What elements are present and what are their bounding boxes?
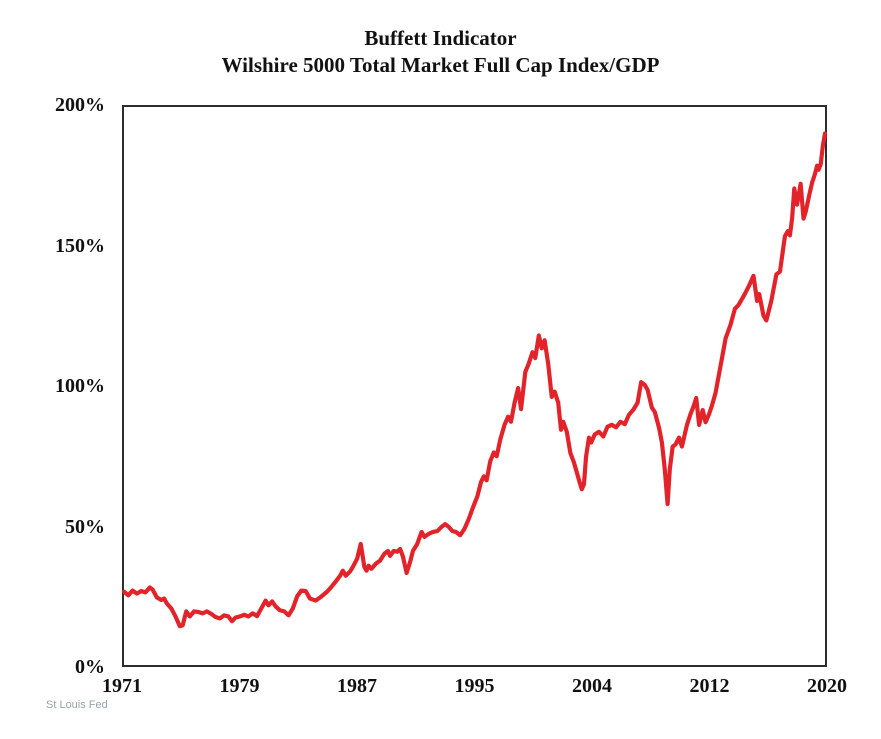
chart-subtitle: Wilshire 5000 Total Market Full Cap Inde… xyxy=(221,53,660,77)
x-tick-label-2004: 2004 xyxy=(572,675,612,697)
x-tick-label-2012: 2012 xyxy=(689,675,730,697)
y-tick-label-200: 200% xyxy=(55,94,105,116)
y-tick-label-150: 150% xyxy=(55,234,105,257)
plot-area xyxy=(121,105,828,667)
x-tick-label-1987: 1987 xyxy=(337,675,377,697)
chart-title: Buffett Indicator xyxy=(364,26,517,50)
x-tick-label-2020: 2020 xyxy=(807,675,847,697)
y-tick-label-100: 100% xyxy=(55,375,105,397)
wilshire-gdp-data-line xyxy=(121,131,828,629)
y-tick-label-50: 50% xyxy=(65,515,105,538)
chart-header: Buffett Indicator Wilshire 5000 Total Ma… xyxy=(0,25,881,79)
x-tick-label-1979: 1979 xyxy=(219,675,260,697)
x-tick-label-1995: 1995 xyxy=(454,675,495,697)
source-label: St Louis Fed xyxy=(46,699,108,711)
line-chart xyxy=(121,131,828,629)
y-tick-label-0: 0% xyxy=(75,656,105,678)
x-tick-label-1971: 1971 xyxy=(102,675,142,697)
